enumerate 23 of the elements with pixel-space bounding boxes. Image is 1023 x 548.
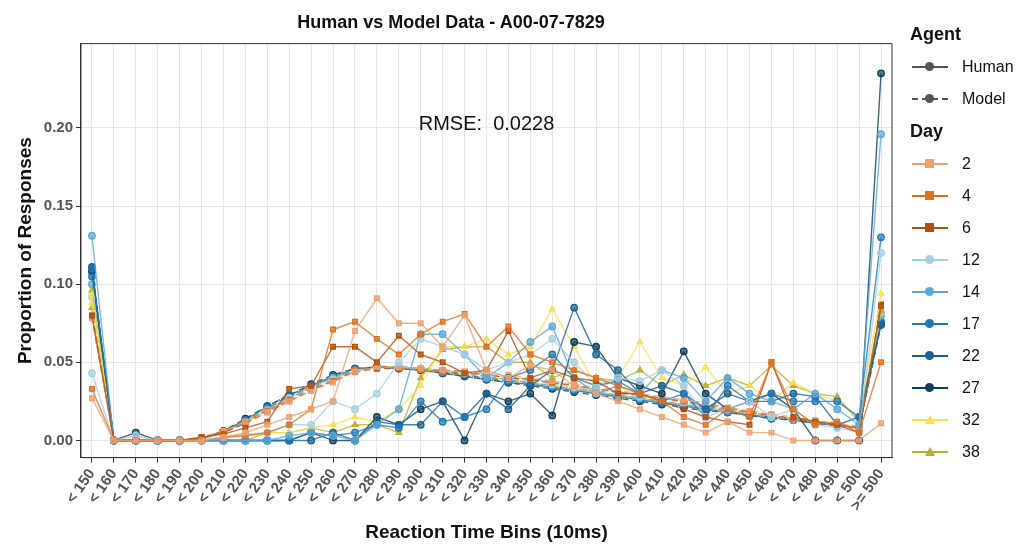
y-axis-title: Proportion of Responses xyxy=(13,137,35,365)
chart-title: Human vs Model Data - A00-07-7829 xyxy=(297,11,605,32)
text: Agent xyxy=(910,24,962,45)
legend-label: 14 xyxy=(962,283,980,301)
x-axis-title: Reaction Time Bins (10ms) xyxy=(365,520,608,542)
legend-title: Day xyxy=(910,121,945,142)
legend-label: 4 xyxy=(962,187,971,205)
y-tick-label: 0.00 xyxy=(43,430,73,448)
text: Model xyxy=(962,90,1006,108)
text: Human xyxy=(962,58,1014,76)
annotation: RMSE: 0.0228 xyxy=(418,112,555,135)
y-tick-label: 0.15 xyxy=(43,196,73,214)
legend-label: 12 xyxy=(962,251,980,269)
y-tick-label: 0.20 xyxy=(43,118,73,136)
legend-label: 22 xyxy=(962,347,980,365)
legend-label: 38 xyxy=(962,443,980,461)
legend-label: 27 xyxy=(962,379,980,397)
y-tick-label: 0.05 xyxy=(43,352,73,370)
legend-label: 17 xyxy=(962,315,980,333)
legend-label: 6 xyxy=(962,219,971,237)
y-tick-label: 0.10 xyxy=(43,274,73,292)
legend-label: 2 xyxy=(962,155,971,173)
legend-label: 32 xyxy=(962,411,980,429)
